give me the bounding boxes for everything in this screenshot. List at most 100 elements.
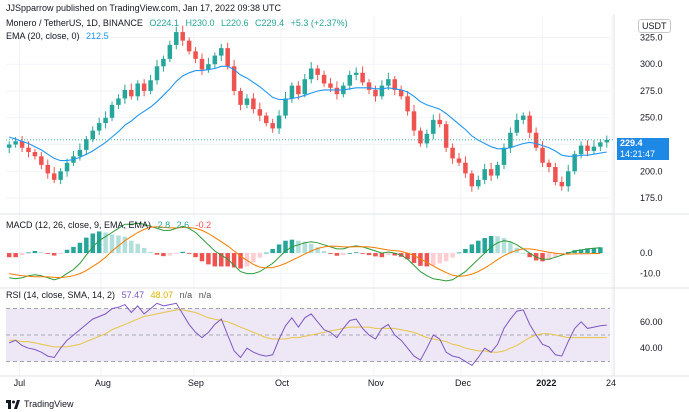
macd-histogram-bar	[161, 253, 166, 257]
time-tick-label: Dec	[455, 378, 472, 388]
macd-label[interactable]: MACD (12, 26, close, 9, EMA, EMA)	[6, 220, 152, 230]
macd-histogram-bar	[366, 253, 372, 256]
price-tick-label: 275.0	[640, 86, 663, 96]
rsi-label[interactable]: RSI (14, close, SMA, 14, 2)	[6, 290, 116, 300]
candle-body	[328, 83, 333, 88]
macd-histogram-bar	[45, 253, 51, 254]
candle-body	[270, 123, 275, 129]
candle-body	[321, 74, 327, 84]
last-price-value: 229.4	[620, 138, 643, 148]
candle-body	[129, 89, 134, 97]
candle-body	[501, 147, 507, 165]
candle-body	[141, 83, 147, 91]
candle-body	[347, 74, 353, 86]
candle-body	[540, 147, 545, 163]
macd-histogram-bar	[71, 246, 76, 254]
macd-tick-label: -10.0	[640, 269, 661, 279]
candle-body	[225, 48, 230, 67]
ema-line-path	[9, 65, 607, 162]
footer-brand[interactable]: TradingView	[6, 399, 74, 409]
candle-body	[180, 32, 185, 41]
macd-histogram-bar	[174, 253, 179, 254]
rsi-tick-label: 60.00	[640, 317, 663, 327]
macd-histogram-bar	[154, 253, 160, 255]
macd-legend[interactable]: MACD (12, 26, close, 9, EMA, EMA) 2.8 2.…	[6, 220, 215, 230]
candle-body	[199, 58, 205, 70]
candle-body	[565, 171, 571, 187]
candle-body	[578, 145, 584, 155]
macd-histogram-bar	[495, 236, 500, 254]
macd-histogram-bar	[353, 252, 359, 254]
macd-histogram-bar	[508, 242, 513, 254]
candle-body	[585, 145, 590, 151]
macd-histogram-bar	[186, 253, 192, 254]
macd-histogram-bar	[501, 238, 507, 254]
candle-body	[58, 171, 63, 180]
candle-body	[302, 79, 308, 95]
macd-line-value: 2.6	[176, 220, 190, 230]
macd-histogram-bar	[19, 253, 25, 256]
published-text: JJSpparrow published on TradingView.com,…	[6, 3, 281, 13]
candle-body	[463, 162, 468, 174]
macd-histogram-bar	[598, 247, 603, 254]
candle-body	[405, 96, 410, 112]
candle-body	[296, 85, 301, 95]
candle-body	[135, 83, 140, 97]
ohlc-close: C229.4	[255, 18, 285, 28]
macd-histogram-bar	[13, 253, 18, 258]
macd-signal-value: -0.2	[195, 220, 212, 230]
published-line: JJSpparrow published on TradingView.com,…	[6, 3, 285, 13]
macd-histogram-bar	[129, 240, 134, 254]
price-tick-label: 300.0	[640, 59, 663, 69]
price-tick-label: 175.0	[640, 193, 663, 203]
currency-selector[interactable]: USDT	[638, 19, 671, 33]
candle-body	[206, 64, 211, 70]
candle-body	[32, 152, 38, 157]
macd-histogram-bar	[167, 253, 173, 256]
time-tick-label: Oct	[275, 378, 290, 388]
rsi-legend[interactable]: RSI (14, close, SMA, 14, 2) 57.47 48.07 …	[6, 290, 215, 300]
macd-histogram-bar	[424, 253, 430, 267]
candle-body	[521, 115, 526, 120]
price-tick-label: 325.0	[640, 32, 663, 42]
candle-body	[379, 85, 385, 97]
candle-body	[334, 87, 340, 95]
ema-label[interactable]: EMA (20, close, 0)	[6, 31, 80, 41]
ema-legend[interactable]: EMA (20, close, 0) 212.5	[6, 31, 113, 41]
ema-value: 212.5	[86, 31, 109, 41]
candle-body	[553, 167, 558, 183]
candle-body	[84, 139, 89, 150]
candle-body	[45, 164, 51, 174]
candle-body	[122, 89, 128, 99]
candle-body	[450, 147, 455, 159]
candle-body	[527, 115, 532, 133]
rsi-pane	[6, 302, 610, 367]
time-tick-label: Jul	[14, 378, 26, 388]
candle-body	[418, 130, 423, 144]
candle-body	[431, 119, 436, 134]
candle-body	[289, 85, 295, 99]
macd-histogram-bar	[321, 251, 327, 254]
candle-body	[26, 147, 31, 153]
macd-histogram-bar	[360, 253, 365, 254]
candle-body	[495, 164, 500, 176]
ema-line	[9, 65, 607, 162]
price-tick-label: 250.0	[640, 113, 663, 123]
footer-brand-text: TradingView	[24, 399, 74, 409]
candle-body	[154, 66, 160, 81]
rsi-sma-path	[9, 309, 607, 353]
macd-histogram-bar	[450, 253, 455, 258]
rsi-na-2: n/a	[198, 290, 212, 300]
macd-histogram-bar	[308, 243, 314, 254]
candle-body	[103, 117, 108, 124]
macd-pane	[6, 222, 603, 282]
candle-body	[212, 55, 218, 65]
price-legend[interactable]: Monero / TetherUS, 1D, BINANCE O224.1 H2…	[6, 18, 352, 28]
candle-body	[392, 79, 397, 90]
macd-histogram-bar	[116, 235, 121, 254]
symbol-label[interactable]: Monero / TetherUS, 1D, BINANCE	[6, 18, 143, 28]
macd-histogram-bar	[231, 253, 237, 268]
macd-histogram-bar	[302, 241, 308, 254]
macd-histogram-bar	[109, 234, 115, 254]
